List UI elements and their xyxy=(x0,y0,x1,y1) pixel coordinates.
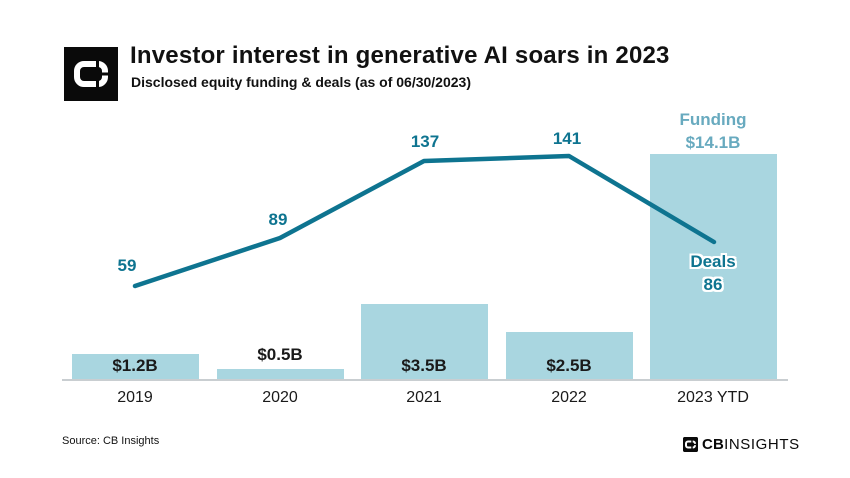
deals-annotation: Deals 86 xyxy=(690,250,735,296)
deals-annotation-title: Deals xyxy=(690,252,736,271)
funding-bar-2022 xyxy=(505,332,633,380)
funding-bar-2021 xyxy=(360,304,488,380)
x-tick-label-2021: 2021 xyxy=(406,389,442,406)
deal-count-label: 59 xyxy=(117,256,137,275)
page-title: Investor interest in generative AI soars… xyxy=(130,42,670,69)
cb-logo-icon xyxy=(74,60,108,88)
deal-count-label: 137 xyxy=(410,132,440,151)
deal-count-label: 89 xyxy=(268,210,288,229)
funding-bar-2020 xyxy=(216,369,344,380)
bar-value-label: $2.5B xyxy=(546,356,592,375)
x-tick-label-2023-ytd: 2023 YTD xyxy=(677,389,749,406)
wordmark-insights: INSIGHTS xyxy=(724,435,800,453)
bar-value-label: $1.2B xyxy=(112,356,158,375)
deals-annotation-value: 86 xyxy=(703,275,723,294)
funding-annotation-title: Funding xyxy=(679,110,747,129)
cb-logo-small-icon xyxy=(683,436,698,452)
page-subtitle: Disclosed equity funding & deals (as of … xyxy=(131,74,471,90)
deals-line-path xyxy=(132,153,717,289)
bar-value-label: $0.5B xyxy=(257,345,303,364)
bar-value-label: $3.5B xyxy=(401,356,447,375)
wordmark-cb: CB xyxy=(702,435,725,453)
x-tick-label-2019: 2019 xyxy=(117,389,153,406)
deal-count-label: 141 xyxy=(552,129,582,148)
x-tick-label-2020: 2020 xyxy=(262,389,298,406)
x-axis-line xyxy=(62,379,788,381)
x-tick-label-2022: 2022 xyxy=(551,389,587,406)
cb-insights-wordmark: CB INSIGHTS xyxy=(683,435,800,453)
cb-insights-logo-mark xyxy=(64,47,118,101)
funding-annotation: Funding $14.1B xyxy=(679,108,746,154)
funding-bar-2019 xyxy=(71,354,199,380)
funding-annotation-value: $14.1B xyxy=(685,133,741,152)
source-note: Source: CB Insights xyxy=(62,435,160,447)
